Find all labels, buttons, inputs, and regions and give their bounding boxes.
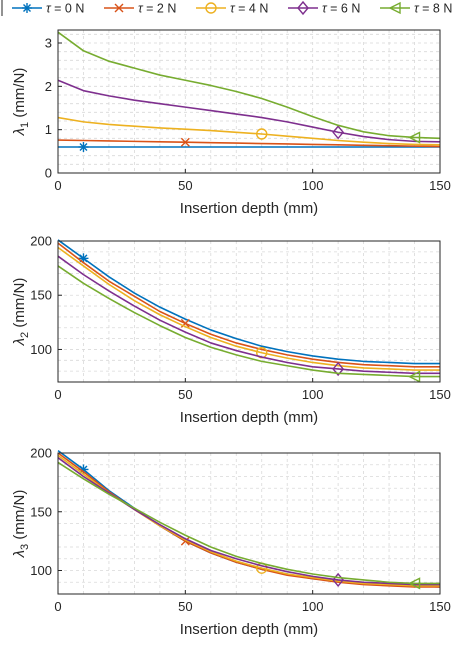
y-tick-label: 100	[30, 563, 52, 578]
chart-panel-3: 0 50 100 150 100 150 200 Insertion depth (mm) λ3…	[11, 446, 451, 639]
series-marker-1	[180, 137, 190, 147]
legend-marker	[22, 3, 32, 13]
legend-marker	[205, 2, 217, 14]
series-marker-0	[78, 142, 89, 152]
series-group	[57, 450, 441, 590]
legend-tau-symbol: τ	[46, 2, 52, 16]
x-tick-label: 150	[429, 387, 451, 402]
legend-entry: τ = 4 N	[196, 2, 268, 16]
y-tick-label: 2	[45, 79, 52, 94]
legend-label: τ = 6 N	[322, 2, 360, 16]
legend-marker	[114, 3, 124, 13]
series-line-1	[57, 139, 441, 148]
x-tick-label: 100	[302, 599, 324, 614]
series-line-3	[57, 79, 441, 143]
legend-entry: τ = 6 N	[288, 0, 360, 16]
x-tick-label: 150	[429, 599, 451, 614]
legend-label: τ = 8 N	[414, 2, 452, 16]
series-marker-4	[407, 370, 421, 383]
series-line-1	[57, 242, 440, 368]
axes: 0 50 100 150 100 150 200	[30, 234, 451, 403]
y-axis-label-symbol: λ	[11, 550, 28, 558]
y-tick-label: 3	[45, 36, 52, 51]
y-axis-label: λ3 (mm/N)	[11, 490, 31, 559]
y-tick-label: 1	[45, 122, 52, 137]
axes-frame	[57, 240, 441, 383]
series-line-4	[57, 461, 440, 585]
y-tick-label: 200	[30, 446, 52, 461]
axes-frame	[57, 29, 441, 174]
series-group	[57, 31, 441, 152]
legend-tau-symbol: τ	[414, 2, 420, 16]
legend-entry: τ = 0 N	[12, 2, 84, 16]
y-axis-label-symbol: λ	[11, 128, 28, 136]
chart-panel-2: 0 50 100 150 100 150 200 Insertion depth (mm) λ2…	[11, 234, 451, 427]
y-axis-label: λ1 (mm/N)	[11, 68, 31, 137]
axes: 0 50 100 150 100 150 200	[30, 446, 451, 615]
legend-value: = 2 N	[143, 2, 177, 16]
y-axis-label: λ2 (mm/N)	[11, 278, 31, 347]
y-axis-label-subscript: 3	[19, 544, 31, 550]
legend-label: τ = 2 N	[138, 2, 176, 16]
axes: 0 50 100 150 0 1 2 3	[45, 29, 451, 193]
x-tick-label: 0	[54, 599, 61, 614]
x-tick-label: 100	[302, 387, 324, 402]
legend-marker	[297, 0, 309, 16]
series-line-4	[57, 265, 440, 378]
series-line-4	[57, 31, 441, 140]
legend-label: τ = 4 N	[230, 2, 268, 16]
x-tick-label: 50	[178, 178, 192, 193]
legend-label: τ = 0 N	[46, 2, 84, 16]
series-line-3	[57, 255, 440, 375]
legend-tau-symbol: τ	[230, 2, 236, 16]
y-axis-label-unit: (mm/N)	[11, 490, 28, 544]
series-marker-3	[332, 361, 345, 377]
series-marker-4	[407, 577, 421, 590]
legend-entry: τ = 8 N	[380, 2, 452, 16]
legend-value: = 6 N	[327, 2, 361, 16]
x-tick-label: 150	[429, 178, 451, 193]
y-axis-label-unit: (mm/N)	[11, 68, 28, 122]
y-tick-label: 0	[45, 166, 52, 181]
y-tick-label: 150	[30, 288, 52, 303]
y-tick-label: 100	[30, 342, 52, 357]
series-marker-2	[256, 128, 268, 140]
legend-value: = 8 N	[419, 2, 453, 16]
plot-area	[58, 241, 440, 382]
y-axis-label-subscript: 2	[19, 332, 31, 338]
series-line-2	[57, 246, 440, 371]
x-tick-label: 50	[178, 599, 192, 614]
series-marker-4	[407, 131, 421, 144]
y-tick-label: 200	[30, 234, 52, 249]
axes-frame	[57, 452, 441, 595]
legend-value: = 4 N	[235, 2, 269, 16]
legend-tau-symbol: τ	[322, 2, 328, 16]
legend-value: = 0 N	[51, 2, 85, 16]
y-tick-label: 150	[30, 504, 52, 519]
series-group	[57, 239, 440, 383]
x-axis-label: Insertion depth (mm)	[180, 621, 318, 638]
y-axis-label-symbol: λ	[11, 338, 28, 346]
x-axis-label: Insertion depth (mm)	[180, 409, 318, 426]
legend-marker	[388, 1, 401, 15]
series-marker-3	[332, 125, 345, 140]
y-axis-label-unit: (mm/N)	[11, 278, 28, 332]
x-tick-label: 50	[178, 387, 192, 402]
x-tick-label: 0	[54, 387, 61, 402]
series-line-0	[57, 239, 440, 365]
plot-area	[58, 30, 440, 173]
y-axis-label-subscript: 1	[19, 122, 31, 128]
series-line-2	[57, 116, 441, 146]
x-axis-label: Insertion depth (mm)	[180, 200, 318, 217]
legend-entry: τ = 2 N	[104, 2, 176, 16]
legend-tau-symbol: τ	[138, 2, 144, 16]
x-tick-label: 100	[302, 178, 324, 193]
x-tick-label: 0	[54, 178, 61, 193]
